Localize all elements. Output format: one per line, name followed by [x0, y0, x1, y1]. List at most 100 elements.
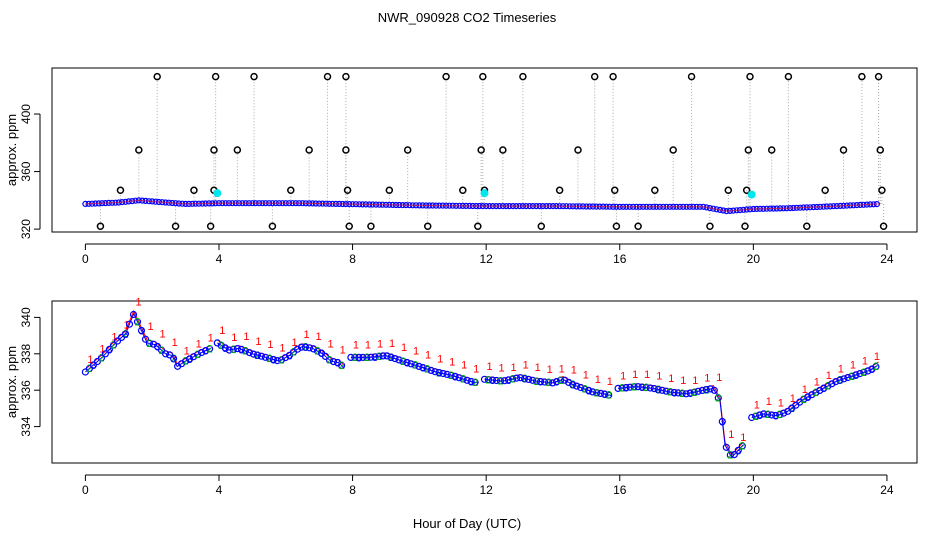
calibration-marker [876, 146, 885, 154]
series-1-label: 1 [353, 339, 359, 351]
calibration-marker [839, 146, 848, 154]
series-1-label: 1 [449, 356, 455, 368]
measurement-point [309, 345, 318, 353]
series-1-label: 1 [267, 339, 273, 351]
calibration-marker [744, 146, 753, 154]
series-3-label: 3 [303, 342, 309, 354]
calibration-marker [342, 146, 350, 154]
series-1-label: 1 [692, 375, 698, 387]
measurement-point [198, 348, 206, 357]
calibration-marker [206, 222, 215, 230]
measurement-point [435, 369, 443, 377]
series-2-label: 2 [631, 381, 637, 393]
series-1-label: 1 [656, 371, 662, 383]
measurement-point [305, 344, 314, 352]
series-1-label: 1 [571, 364, 577, 376]
top-y-tick-label: 320 [19, 219, 33, 239]
top-x-tick-label: 0 [82, 252, 89, 266]
measurement-point [552, 378, 561, 386]
series-1-label: 1 [547, 364, 553, 376]
series-1-label: 1 [172, 337, 178, 349]
measurement-point [622, 384, 630, 392]
series-2-label: 2 [147, 338, 153, 350]
series-1-label: 1 [754, 399, 760, 411]
measurement-point [484, 376, 493, 384]
series-1-label: 1 [644, 369, 650, 381]
measurement-point [329, 358, 338, 366]
series-1-label: 1 [802, 384, 808, 396]
measurement-point [241, 347, 249, 355]
measurement-point [141, 335, 150, 343]
calibration-marker [879, 222, 888, 230]
series-2-label: 2 [315, 346, 321, 358]
measurement-point [129, 310, 138, 319]
series-3-label: 3 [90, 360, 96, 372]
series-1-label: 1 [377, 339, 383, 351]
top-x-tick-label: 24 [880, 252, 894, 266]
top-y-tick-label: 360 [19, 161, 33, 181]
series-2-label: 2 [789, 403, 795, 415]
series-2-label: 2 [123, 328, 129, 340]
measurement-point [734, 446, 742, 454]
calibration-marker [519, 72, 527, 81]
bottom-x-tick-label: 20 [747, 483, 761, 497]
series-3-label: 3 [254, 350, 260, 362]
series-1-label: 1 [535, 362, 541, 374]
measurement-point [540, 378, 549, 386]
calibration-marker [784, 72, 793, 81]
measurement-point [756, 411, 764, 419]
measurement-point [415, 362, 423, 370]
series-3-label: 3 [719, 417, 725, 429]
measurement-point [496, 377, 505, 385]
series-2-label: 2 [207, 343, 213, 355]
series-1-label: 1 [148, 321, 154, 333]
series-2-label: 2 [266, 353, 272, 365]
measurement-point [536, 378, 545, 386]
series-3-label: 3 [687, 388, 693, 400]
x-axis-label: Hour of Day (UTC) [413, 516, 521, 531]
measurement-point [670, 388, 678, 397]
calibration-marker [746, 72, 754, 81]
calibration-marker [250, 72, 258, 81]
measurement-point [589, 388, 597, 396]
series-2-label: 2 [570, 379, 576, 391]
highlight-marker [747, 190, 756, 199]
series-3-label: 3 [853, 370, 859, 382]
series-2-label: 2 [388, 352, 394, 364]
top-x-tick-label: 20 [747, 252, 761, 266]
measurement-point [423, 365, 431, 373]
measurement-point [93, 357, 102, 366]
calibration-marker [874, 72, 883, 81]
measurement-point [812, 389, 820, 397]
measurement-point [411, 361, 419, 369]
measurement-point [614, 384, 622, 392]
measurement-point [439, 369, 447, 378]
measurement-point [597, 389, 605, 397]
series-2-label: 2 [739, 441, 745, 453]
series-2-label: 2 [873, 361, 879, 373]
calibration-marker [878, 186, 886, 195]
calibration-marker [403, 146, 412, 154]
series-2-label: 2 [643, 382, 649, 394]
measurement-point [780, 409, 788, 417]
series-3-label: 3 [602, 389, 608, 401]
calibration-marker [741, 222, 749, 230]
measurement-point [698, 386, 706, 394]
series-1-label: 1 [304, 329, 310, 341]
series-1-label: 1 [413, 346, 419, 358]
measurement-point [166, 351, 174, 359]
series-2-label: 2 [412, 360, 418, 372]
series-3-label: 3 [155, 342, 161, 354]
measurement-point [516, 374, 525, 382]
calibration-marker [287, 186, 295, 195]
measurement-point [764, 410, 772, 418]
calibration-marker [477, 146, 485, 154]
top-x-tick-label: 8 [349, 252, 356, 266]
series-2-label: 2 [667, 387, 673, 399]
series-1-label: 1 [473, 363, 479, 375]
series-1-label: 1 [184, 346, 190, 358]
series-2-label: 2 [278, 354, 284, 366]
measurement-point [293, 345, 302, 353]
